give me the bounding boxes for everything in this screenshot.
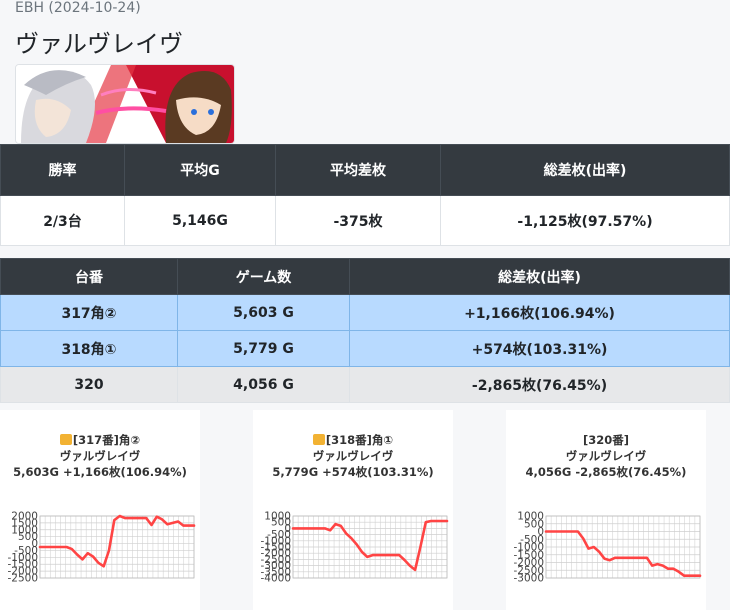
machine-diff: +574枚(103.31%) [349, 330, 730, 367]
graph-card-heading: [317番]角② ヴァルヴレイヴ 5,603G +1,166枚(106.94%) [0, 432, 200, 480]
graph-title-line3: 4,056G -2,865枚(76.45%) [525, 465, 687, 479]
summary-header-avg-diff: 平均差枚 [275, 144, 441, 196]
machine-diff: +1,166枚(106.94%) [349, 294, 730, 331]
machine-games: 4,056 G [177, 366, 350, 403]
graph-card-heading: [320番] ヴァルヴレイヴ 4,056G -2,865枚(76.45%) [506, 432, 706, 480]
machine-number: 318角① [0, 330, 178, 367]
y-tick-label: 0 [31, 538, 38, 550]
y-tick-label: -500 [14, 545, 38, 557]
y-tick-label: -3500 [260, 566, 291, 578]
y-tick-label: -1000 [7, 552, 38, 564]
y-tick-label: 1500 [11, 517, 38, 529]
series-line [38, 514, 196, 568]
y-tick-label: 1000 [517, 511, 544, 523]
y-tick-label: 0 [284, 523, 291, 535]
graph-title-line2: ヴァルヴレイヴ [59, 449, 141, 463]
banner-illustration [16, 65, 234, 143]
thumbs-up-icon [59, 434, 72, 445]
graph-title-line2: ヴァルヴレイヴ [312, 449, 394, 463]
table-row[interactable]: 320 4,056 G -2,865枚(76.45%) [0, 366, 730, 403]
y-tick-label: -1500 [513, 549, 544, 561]
summary-header-avg-games: 平均G [124, 144, 276, 196]
y-tick-label: -4000 [260, 573, 291, 585]
y-tick-label: 0 [537, 526, 544, 538]
thumbs-up-icon [312, 434, 325, 445]
summary-table: 勝率 平均G 平均差枚 総差枚(出率) 2/3台 5,146G -375枚 -1… [0, 144, 730, 246]
page-title: ヴァルヴレイヴ [15, 30, 183, 58]
y-tick-label: -2000 [260, 548, 291, 560]
table-row[interactable]: 318角① 5,779 G +574枚(103.31%) [0, 330, 730, 367]
machine-banner-image [15, 64, 235, 144]
machines-header-number: 台番 [0, 258, 178, 295]
machine-number: 317角② [0, 294, 178, 331]
machine-games: 5,779 G [177, 330, 350, 367]
summary-total-diff: -1,125枚(97.57%) [440, 195, 730, 246]
machines-table: 台番 ゲーム数 総差枚(出率) 317角② 5,603 G +1,166枚(10… [0, 258, 730, 403]
graph-title-line1: [320番] [582, 433, 630, 447]
graph-chart: 10005000-500-1000-1500-2000-2500-3000-35… [260, 511, 449, 585]
page-subtitle: EBH (2024-10-24) [15, 0, 141, 16]
machine-number: 320 [0, 366, 178, 403]
y-tick-label: -500 [520, 534, 544, 546]
y-tick-label: -1500 [260, 542, 291, 554]
graph-card-heading: [318番]角① ヴァルヴレイヴ 5,779G +574枚(103.31%) [253, 432, 453, 480]
summary-header-total-diff: 総差枚(出率) [440, 144, 730, 196]
y-tick-label: 1000 [264, 511, 291, 523]
graph-title-line3: 5,779G +574枚(103.31%) [272, 465, 434, 479]
y-tick-label: -2500 [7, 573, 38, 585]
series-line [544, 530, 702, 577]
machines-header-games: ゲーム数 [177, 258, 350, 295]
machines-header-diff: 総差枚(出率) [349, 258, 730, 295]
plot-frame [292, 515, 448, 579]
y-tick-label: -1500 [7, 559, 38, 571]
summary-avg-games: 5,146G [124, 195, 276, 246]
series-line [291, 519, 449, 572]
y-tick-label: -2000 [7, 566, 38, 578]
graph-card-317[interactable]: [317番]角② ヴァルヴレイヴ 5,603G +1,166枚(106.94%)… [0, 410, 200, 610]
y-tick-label: 500 [271, 517, 291, 529]
y-tick-label: -2000 [513, 557, 544, 569]
y-tick-label: -500 [267, 529, 291, 541]
y-tick-label: -3000 [513, 573, 544, 585]
graph-title-line1: [318番]角① [325, 433, 394, 447]
y-tick-label: 500 [524, 518, 544, 530]
graph-title-line2: ヴァルヴレイヴ [565, 449, 647, 463]
graph-card-318[interactable]: [318番]角① ヴァルヴレイヴ 5,779G +574枚(103.31%) 1… [253, 410, 453, 610]
graph-card-320[interactable]: [320番] ヴァルヴレイヴ 4,056G -2,865枚(76.45%) 10… [506, 410, 706, 610]
y-tick-label: -1000 [513, 542, 544, 554]
y-tick-label: -2500 [260, 554, 291, 566]
y-tick-label: -2500 [513, 565, 544, 577]
y-tick-label: 2000 [11, 511, 38, 523]
machine-diff: -2,865枚(76.45%) [349, 366, 730, 403]
plot-frame [545, 515, 701, 579]
graph-title-line1: [317番]角② [72, 433, 141, 447]
graph-title-line3: 5,603G +1,166枚(106.94%) [13, 465, 187, 479]
y-tick-label: -3000 [260, 560, 291, 572]
summary-avg-diff: -375枚 [275, 195, 441, 246]
machine-games: 5,603 G [177, 294, 350, 331]
y-tick-label: 1000 [11, 524, 38, 536]
summary-win-rate: 2/3台 [0, 195, 125, 246]
y-tick-label: -1000 [260, 535, 291, 547]
y-tick-label: 500 [18, 531, 38, 543]
summary-header-win-rate: 勝率 [0, 144, 125, 196]
table-row[interactable]: 317角② 5,603 G +1,166枚(106.94%) [0, 294, 730, 331]
